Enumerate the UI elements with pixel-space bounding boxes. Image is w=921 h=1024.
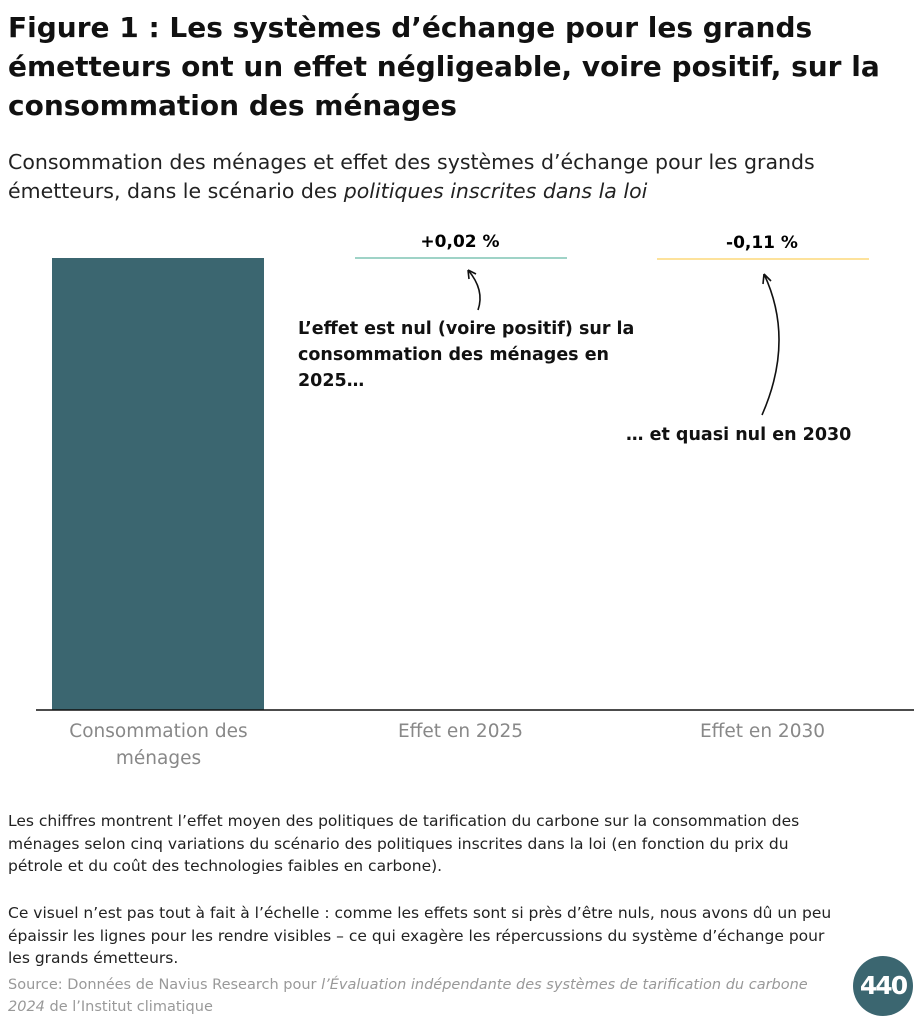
arrow-2025 [467, 269, 481, 311]
arrow-2030 [761, 273, 780, 416]
subtitle-italic: politiques inscrites dans la loi [343, 179, 648, 203]
source-prefix: Source: Données de Navius Research pour [8, 977, 322, 993]
figure-title: Figure 1 : Les systèmes d’échange pour l… [8, 11, 880, 122]
x-tick-2030: Effet en 2030 [699, 721, 826, 742]
bar-effet-2025 [355, 257, 567, 259]
data-label-2025: +0,02 % [420, 232, 499, 252]
bar-effet-2030 [657, 258, 869, 260]
annotation-2030: … et quasi nul en 2030 [626, 425, 852, 445]
logo-440: 440 [853, 956, 913, 1016]
x-tick-2025: Effet en 2025 [397, 721, 524, 742]
note-2: Ce visuel n’est pas tout à fait à l’éche… [8, 904, 832, 967]
source-suffix: de l’Institut climatique [44, 999, 213, 1015]
data-label-2030: -0,11 % [726, 233, 798, 253]
source: Source: Données de Navius Research pour … [8, 974, 828, 1018]
note-1: Les chiffres montrent l’effet moyen des … [8, 812, 800, 875]
source-title: l’Évaluation indépendante des systèmes d… [8, 977, 808, 1015]
annotation-2025: L’effet est nul (voire positif) sur la c… [298, 319, 635, 391]
bar-consommation [52, 258, 264, 710]
subtitle-text: Consommation des ménages et effet des sy… [8, 150, 815, 203]
figure-subtitle: Consommation des ménages et effet des sy… [8, 148, 908, 206]
x-tick-consommation: Consommation des ménages [69, 721, 248, 769]
